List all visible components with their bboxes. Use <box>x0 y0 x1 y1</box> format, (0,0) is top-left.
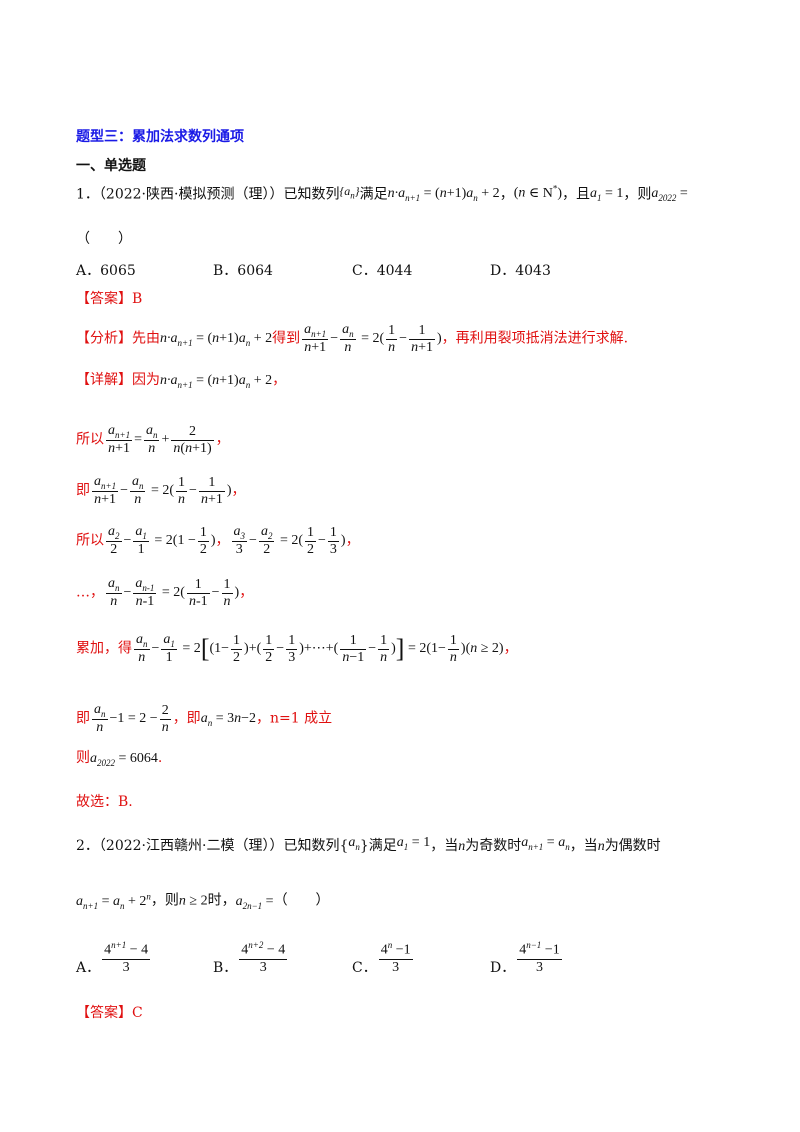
choose-1: 故选：B. <box>76 794 133 810</box>
option-b[interactable]: B．6064 <box>213 263 273 279</box>
question-2-stem: 2．（2022·江西赣州·二模（理））已知数列{an}满足a1 = 1，当n为奇… <box>76 835 661 854</box>
analysis-1: 【分析】先由n·an+1 = (n+1)an + 2得到 an+1 n+1− an n … <box>76 322 629 356</box>
option-c[interactable]: C．4044 <box>352 263 413 279</box>
detail-step-5: 累加，得 an n − a1 1 = 2[(1− 1 2)+(1 2−1 3)+⋯+(1 n−1−1… <box>76 632 518 666</box>
question-source: （2022·江西赣州·二模（理）） <box>98 838 284 854</box>
detail-step-4: …， an n − an-1 n-1 = 2(1 n-1−1 n)， <box>76 576 254 610</box>
question-2-stem-2: an+1 = an + 2n，则n ≥ 2时，a2n−1 =（ ） <box>76 891 330 911</box>
question-source: （2022·陕西·模拟预测（理）） <box>98 186 284 203</box>
q2-option-c[interactable]: C． 4n −1 3 <box>352 940 413 976</box>
answer-2: 【答案】C <box>76 1005 143 1021</box>
option-a[interactable]: A．6065 <box>76 263 136 279</box>
question-1-stem: 1．（2022·陕西·模拟预测（理））已知数列{an}满足n·an+1 = (n… <box>76 183 688 203</box>
q2-option-d[interactable]: D． 4n−1 −1 3 <box>490 940 562 976</box>
detail-step-6: 即 an n −1 = 2 −2 n ，即an = 3n−2，n=1 成立 <box>76 702 333 736</box>
detail-step-1: 所以 an+1 n+1 = an n +2 n(n+1)， <box>76 423 230 457</box>
question-number: 2． <box>76 838 99 854</box>
question-number: 1． <box>76 186 99 203</box>
detail-1: 【详解】因为n·an+1 = (n+1)an + 2， <box>76 372 287 390</box>
question-1-paren: （ ） <box>76 231 132 247</box>
section-title: 题型三：累加法求数列通项 <box>76 129 244 145</box>
detail-step-3: 所以 a2 2− a1 1 = 2(1 −1 2)， a3 3− a2 2 = 2(1 2−1 3)， <box>76 524 360 558</box>
detail-step-7: 则a2022 = 6064. <box>76 750 163 768</box>
answer-1: 【答案】B <box>76 291 143 307</box>
detail-step-2: 即 an+1 n+1− an n = 2(1 n −1 n+1)， <box>76 474 246 508</box>
subsection-title: 一、单选题 <box>76 158 146 174</box>
option-d[interactable]: D．4043 <box>490 263 551 279</box>
